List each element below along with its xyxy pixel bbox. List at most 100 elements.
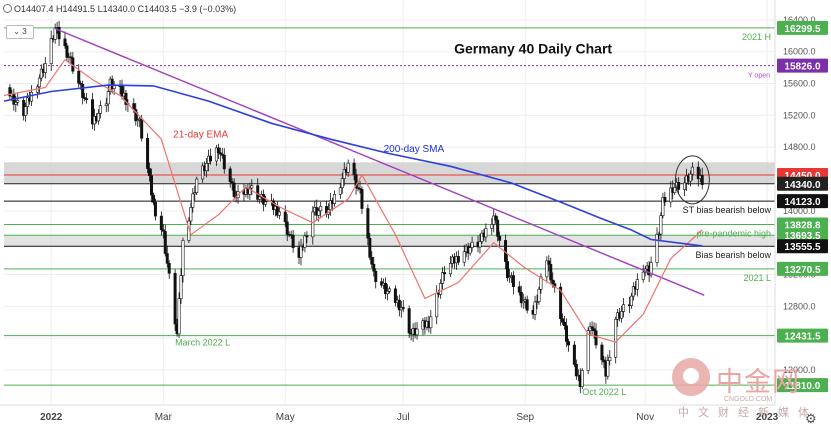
candle-body — [346, 162, 350, 173]
candle-body — [220, 153, 224, 156]
candle-body — [539, 276, 543, 290]
candle-body — [525, 299, 529, 311]
candle-body — [622, 304, 626, 312]
watermark-brand: 中金网 — [716, 367, 800, 398]
candle-body — [277, 211, 281, 216]
candle-body — [545, 260, 549, 278]
candle-body — [271, 200, 275, 210]
indicators-toggle-button[interactable]: ⌄ 3 — [6, 25, 34, 39]
candle-body — [148, 168, 152, 177]
candle-body — [161, 229, 165, 232]
x-tick-label: Mar — [155, 412, 173, 423]
candle-body — [559, 286, 563, 320]
candle-body — [218, 152, 222, 155]
candle-body — [429, 316, 433, 329]
candle-body — [629, 295, 633, 306]
candle-body — [470, 241, 474, 248]
candle-body — [191, 193, 195, 208]
candle-body — [311, 211, 315, 238]
candle-body — [401, 307, 405, 309]
level-tag — [777, 328, 828, 343]
chart-annotation: Germany 40 Daily Chart — [454, 40, 612, 56]
chevron-down-icon: ⌄ — [13, 27, 20, 36]
candle-body — [484, 228, 488, 238]
candle-body — [262, 194, 266, 205]
candle-body — [620, 311, 624, 319]
ohlc-values: O14407.4 H14491.5 L14340.0 C14403.5 −3.9… — [14, 4, 237, 14]
candle-body — [26, 97, 30, 107]
candle-body — [96, 113, 100, 122]
candle-body — [69, 56, 73, 59]
candle-body — [606, 360, 610, 377]
level-tag-label: 13693.5 — [784, 231, 821, 242]
level-tag — [777, 217, 828, 232]
chart-annotation: 21-day EMA — [173, 130, 228, 141]
candle-body — [24, 106, 28, 116]
level-tag-label: 16299.5 — [784, 24, 821, 35]
candle-body — [338, 187, 342, 195]
candle-body — [16, 100, 20, 103]
candle-body — [649, 262, 653, 276]
level-tag-label: 13555.5 — [784, 242, 821, 253]
level-tag-label: 12431.5 — [784, 332, 821, 343]
x-tick-label: Sep — [516, 412, 534, 423]
level-tag-label: 15826.0 — [784, 62, 821, 73]
gear-icon[interactable]: ⚙ — [805, 411, 817, 426]
candle-body — [561, 318, 565, 323]
level-note: 2021 H — [742, 32, 771, 42]
candle-body — [456, 256, 460, 263]
level-tag-label: 13270.5 — [784, 265, 821, 276]
candle-body — [655, 233, 659, 263]
candle-body — [441, 272, 445, 284]
y-tick-label: 16000.0 — [783, 47, 816, 57]
level-tag — [777, 261, 828, 276]
candle-body — [696, 166, 700, 180]
chart-annotation: 200-day SMA — [384, 144, 445, 155]
level-tag — [777, 194, 828, 209]
y-tick-label: 14800.0 — [783, 142, 816, 152]
candle-body — [490, 224, 494, 229]
candle-body — [641, 271, 645, 280]
candle-body — [372, 263, 376, 272]
level-note: March 2022 L — [175, 338, 230, 348]
candle-body — [250, 185, 254, 189]
level-note: Bias bearish below — [695, 250, 771, 260]
candle-body — [79, 82, 83, 85]
level-tag-label: 11810.0 — [785, 381, 821, 392]
y-tick-label: 15200.0 — [783, 110, 816, 120]
candle-body — [104, 103, 108, 106]
x-tick-label: 2023 — [756, 412, 779, 423]
candle-body — [165, 253, 169, 264]
candle-body — [669, 187, 673, 203]
level-tag — [777, 228, 828, 243]
candle-body — [356, 187, 360, 189]
candle-body — [507, 276, 511, 279]
candle-body — [303, 235, 307, 248]
candle-body — [462, 251, 466, 263]
candle-body — [179, 275, 183, 299]
candle-body — [407, 308, 411, 334]
candle-body — [517, 286, 521, 293]
candle-body — [83, 97, 87, 99]
candle-body — [478, 241, 482, 248]
candle-body — [91, 99, 95, 125]
candle-body — [230, 181, 234, 184]
candle-body — [124, 92, 128, 105]
candle-body — [565, 325, 569, 342]
candle-body — [519, 291, 523, 304]
candle-body — [150, 175, 154, 196]
candle-body — [14, 102, 18, 105]
candle-body — [659, 215, 663, 235]
level-note: Y open — [748, 73, 770, 80]
x-tick-label: Nov — [636, 412, 654, 423]
candle-body — [580, 370, 584, 387]
candle-body — [574, 364, 578, 377]
candle-body — [387, 288, 391, 292]
candle-body — [205, 163, 209, 172]
candle-body — [448, 263, 452, 275]
candle-body — [608, 356, 612, 361]
candle-body — [663, 197, 667, 203]
level-tag — [777, 176, 828, 191]
